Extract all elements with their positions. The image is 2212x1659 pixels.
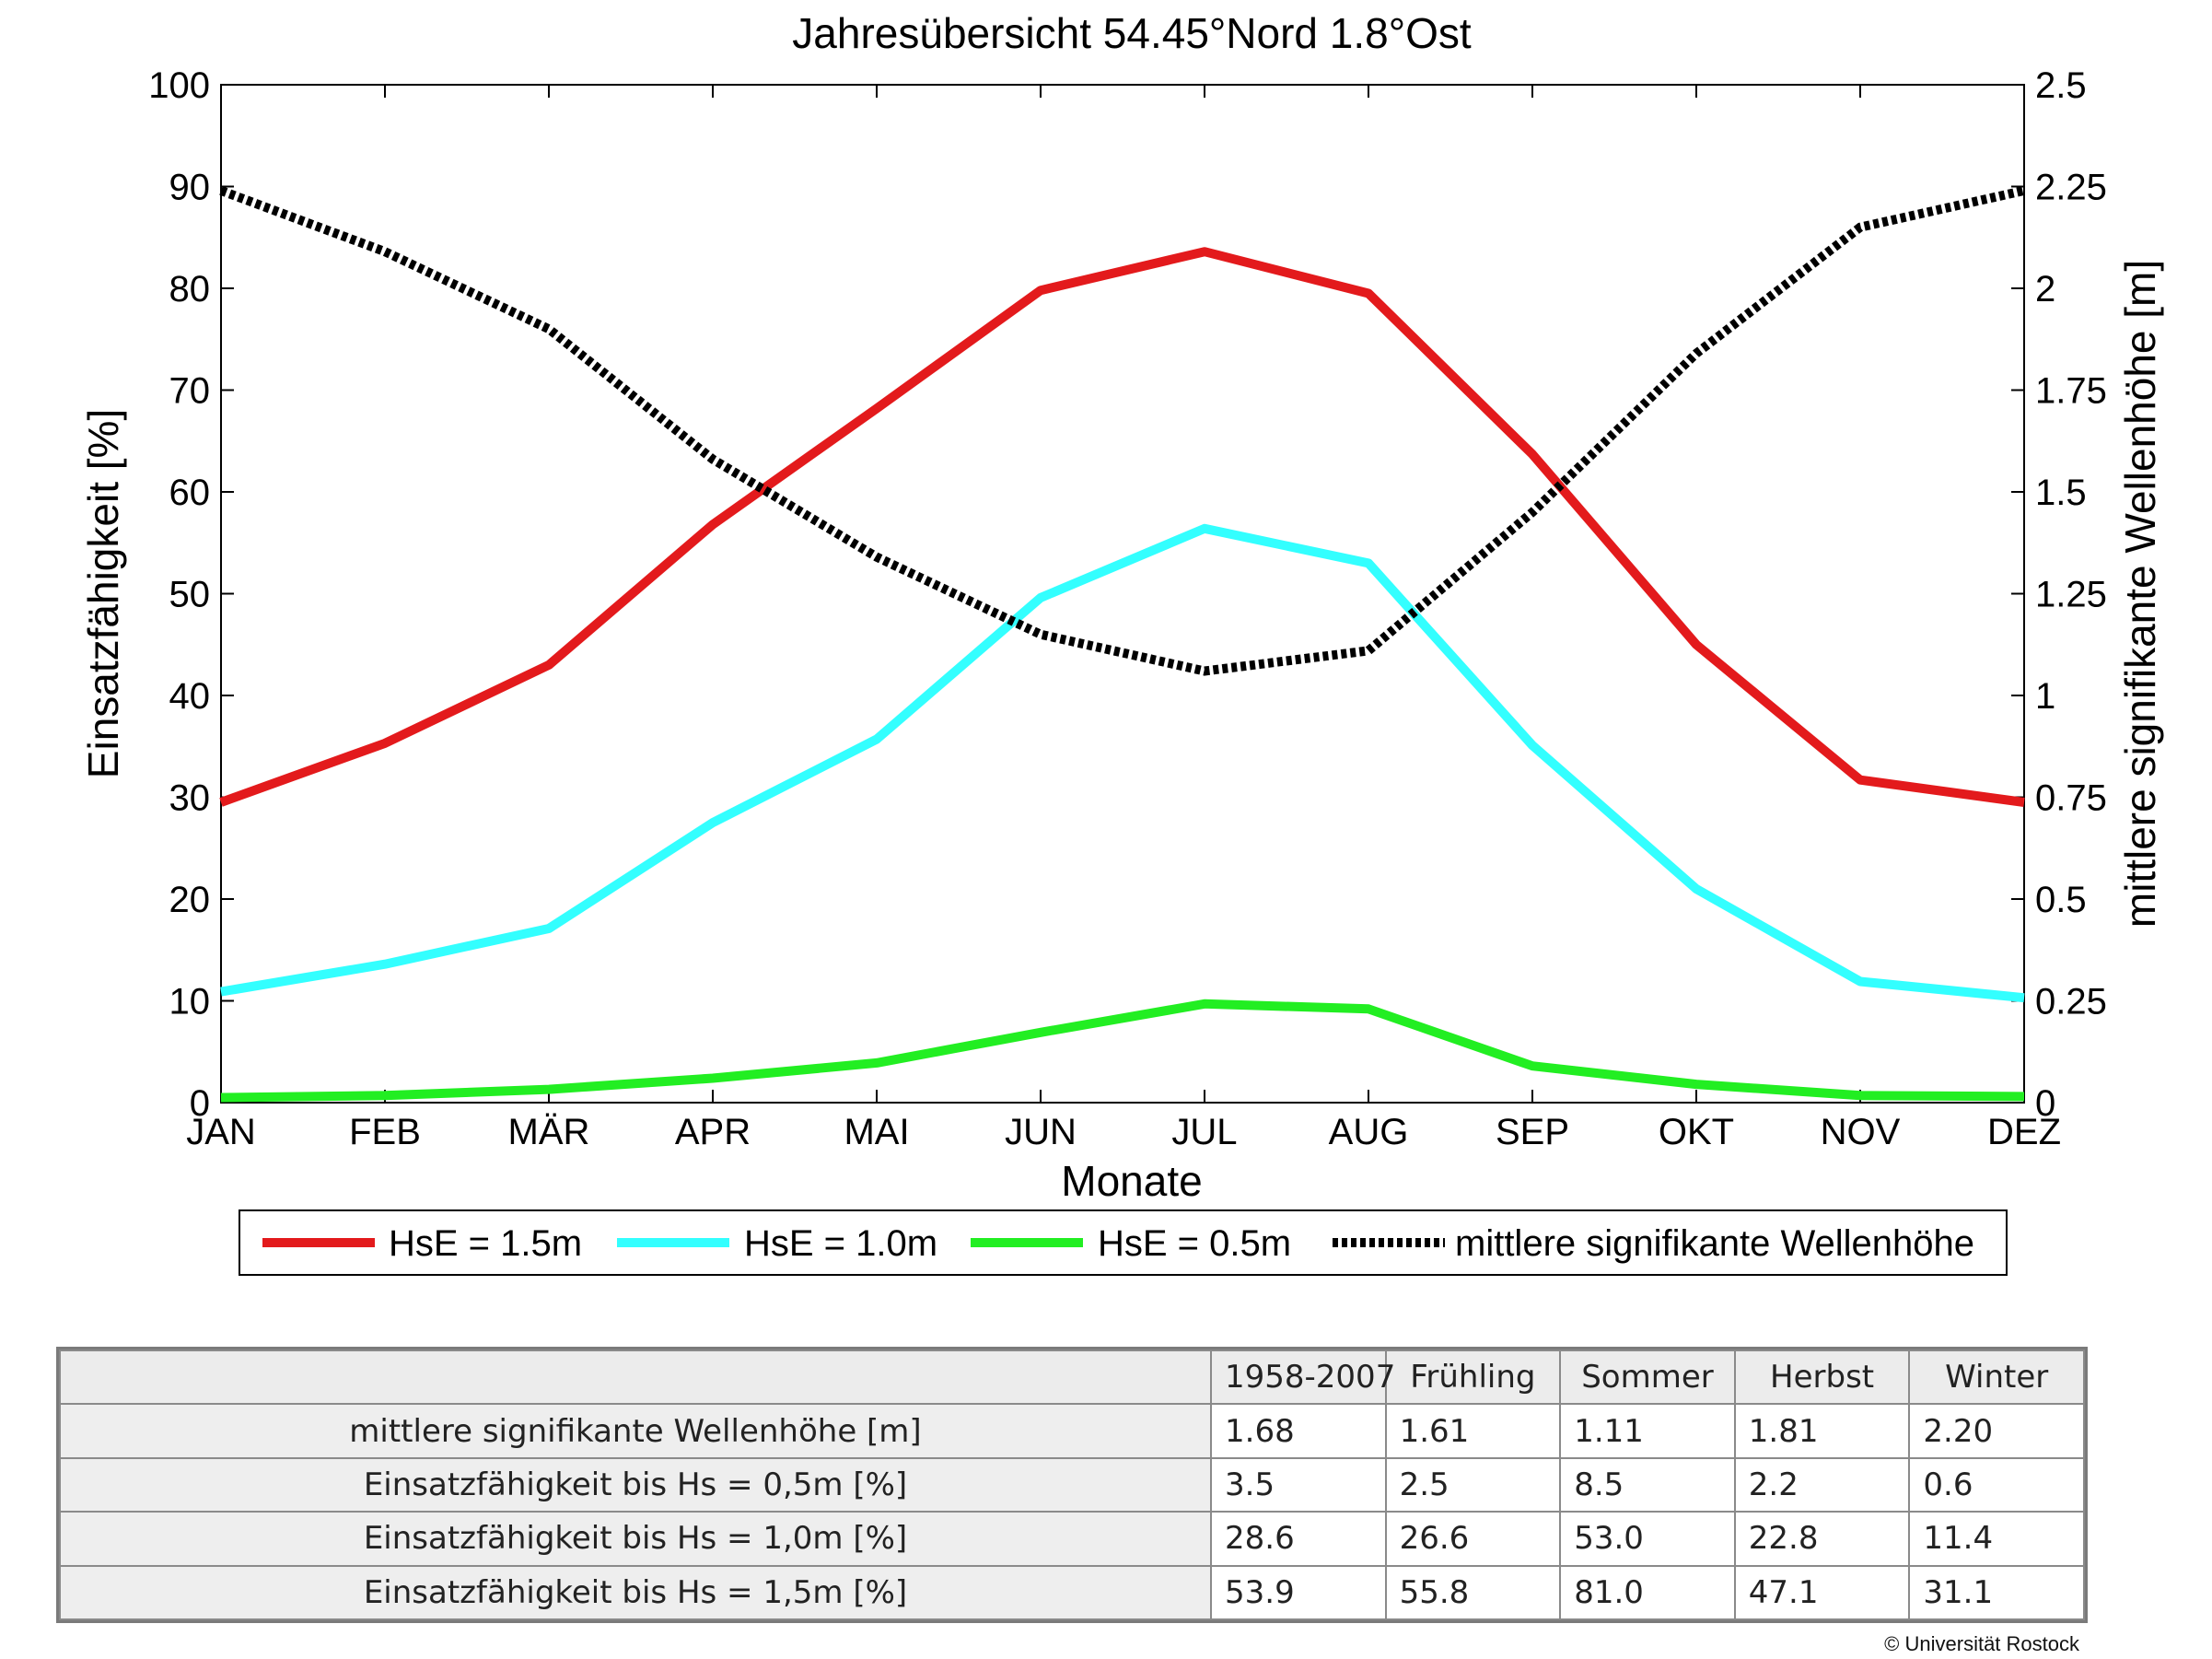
x-tick-label: JAN	[186, 1112, 256, 1152]
series-line	[219, 247, 2025, 807]
y2-tick-label: 2.25	[2035, 168, 2107, 208]
y-tick-label: 80	[169, 269, 211, 310]
y-tick-label: 100	[148, 65, 210, 106]
chart: Jahresübersicht 54.45°Nord 1.8°Ost JAN FEB…	[79, 9, 2164, 1276]
y2-tick-label: 0	[2035, 1083, 2055, 1124]
chart-title: Jahresübersicht 54.45°Nord 1.8°Ost	[792, 9, 1472, 57]
x-tick-label: AUG	[1329, 1112, 1409, 1152]
table-cell: 2.20	[1908, 1403, 2085, 1459]
table-cell: 1.61	[1384, 1403, 1562, 1459]
table-header-cell: 1958-2007	[1210, 1349, 1395, 1406]
table-cell: 1.11	[1559, 1403, 1736, 1459]
series-line	[220, 999, 2025, 1103]
y2-tick-label: 0.75	[2035, 778, 2107, 819]
table-cell: 1.81	[1733, 1403, 1911, 1459]
table-row: Einsatzfähigkeit bis Hs = 1,0m [%] 28.6 …	[59, 1511, 2085, 1567]
y-tick-label: 0	[190, 1083, 210, 1124]
y2-tick-label: 0.5	[2035, 880, 2087, 920]
table-cell: 22.8	[1733, 1511, 1911, 1567]
row-label: Einsatzfähigkeit bis Hs = 1,0m [%]	[59, 1511, 1212, 1567]
y-tick-label: 20	[169, 880, 211, 920]
x-tick-label: FEB	[349, 1112, 421, 1152]
x-tick-label: MÄR	[508, 1112, 590, 1152]
summary-table: 1958-2007 Frühling Sommer Herbst Winter …	[56, 1347, 2088, 1623]
table-header-row: 1958-2007 Frühling Sommer Herbst Winter	[59, 1349, 2085, 1406]
y-tick-label: 90	[169, 168, 211, 208]
row-label: Einsatzfähigkeit bis Hs = 1,5m [%]	[59, 1564, 1212, 1621]
table-cell: 53.0	[1559, 1511, 1736, 1567]
legend-box	[239, 1209, 2008, 1276]
y2-tick-label: 1	[2035, 676, 2055, 717]
plot-frame	[220, 84, 2025, 1104]
x-tick-label: NOV	[1821, 1112, 1901, 1152]
table-header-cell: Herbst	[1733, 1349, 1911, 1406]
y-axis-label: Einsatzfähigkeit [%]	[79, 409, 127, 778]
table-header-cell: Winter	[1908, 1349, 2085, 1406]
x-tick-label: JUN	[1005, 1112, 1077, 1152]
y2-tick-label: 0.25	[2035, 982, 2107, 1022]
y-tick-label: 50	[169, 575, 211, 615]
legend-label: HsE = 1.5m	[389, 1223, 582, 1264]
legend-label: mittlere signifikante Wellenhöhe	[1455, 1223, 1974, 1264]
table-cell: 1.68	[1210, 1403, 1387, 1459]
y-tick-label: 60	[169, 473, 211, 513]
table-cell: 2.5	[1384, 1456, 1562, 1513]
table-cell: 2.2	[1733, 1456, 1911, 1513]
table-cell: 8.5	[1559, 1456, 1736, 1513]
table-cell: 53.9	[1210, 1564, 1387, 1621]
legend-label: HsE = 1.0m	[744, 1223, 937, 1264]
copyright-note: © Universität Rostock	[1884, 1632, 2079, 1655]
y2-tick-label: 1.25	[2035, 575, 2107, 615]
y2-tick-label: 2.5	[2035, 65, 2087, 106]
x-tick-label: DEZ	[1987, 1112, 2061, 1152]
x-tick-label: OKT	[1659, 1112, 1734, 1152]
x-tick-label: SEP	[1496, 1112, 1569, 1152]
y-tick-label: 10	[169, 982, 211, 1022]
y2-tick-label: 1.5	[2035, 473, 2087, 513]
series-line	[219, 186, 2026, 676]
table-row: Einsatzfähigkeit bis Hs = 1,5m [%] 53.9 …	[59, 1564, 2085, 1621]
table-cell: 26.6	[1384, 1511, 1562, 1567]
x-tick-label: JUL	[1171, 1112, 1237, 1152]
y-tick-label: 70	[169, 371, 211, 412]
table-cell: 0.6	[1908, 1456, 2085, 1513]
table-cell: 81.0	[1559, 1564, 1736, 1621]
x-tick-label: APR	[675, 1112, 751, 1152]
y2-tick-label: 1.75	[2035, 371, 2107, 412]
table-row: Einsatzfähigkeit bis Hs = 0,5m [%] 3.5 2…	[59, 1456, 2085, 1513]
row-label: Einsatzfähigkeit bis Hs = 0,5m [%]	[59, 1456, 1212, 1513]
table-cell: 31.1	[1908, 1564, 2085, 1621]
table-cell: 47.1	[1733, 1564, 1911, 1621]
table-cell: 11.4	[1908, 1511, 2085, 1567]
y2-axis-label: mittlere signifikante Wellenhöhe [m]	[2116, 260, 2164, 928]
x-axis-label: Monate	[1061, 1157, 1202, 1205]
y-tick-label: 30	[169, 778, 211, 819]
table-cell: 28.6	[1210, 1511, 1387, 1567]
table-cell: 3.5	[1210, 1456, 1387, 1513]
y2-tick-label: 2	[2035, 269, 2055, 310]
table-header-cell: Sommer	[1559, 1349, 1736, 1406]
legend-label: HsE = 0.5m	[1098, 1223, 1291, 1264]
table-header-cell: Frühling	[1384, 1349, 1562, 1406]
table-cell: 55.8	[1384, 1564, 1562, 1621]
table-row: mittlere signifikante Wellenhöhe [m] 1.6…	[59, 1403, 2085, 1459]
table-header-cell	[59, 1349, 1212, 1406]
row-label: mittlere signifikante Wellenhöhe [m]	[59, 1403, 1212, 1459]
y-tick-label: 40	[169, 676, 211, 717]
x-tick-label: MAI	[844, 1112, 909, 1152]
series-line	[220, 523, 2025, 1003]
